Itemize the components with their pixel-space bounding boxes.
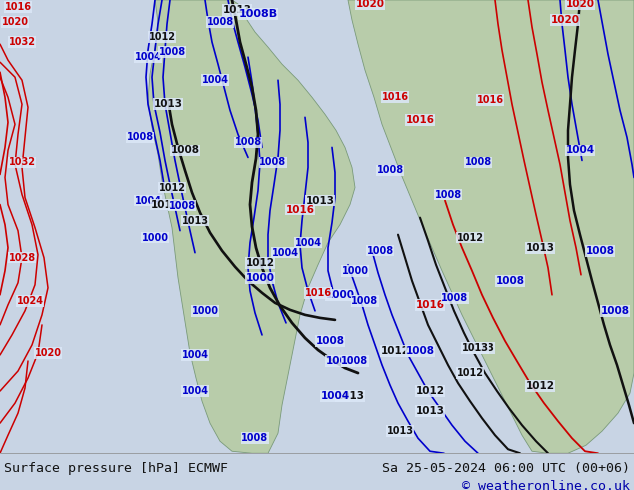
Text: 1000: 1000 bbox=[191, 306, 219, 316]
Text: 1016: 1016 bbox=[415, 300, 444, 310]
Text: 1012: 1012 bbox=[380, 346, 410, 356]
Text: 1016: 1016 bbox=[382, 92, 408, 102]
Text: 1020: 1020 bbox=[1, 17, 29, 27]
Text: 1013: 1013 bbox=[306, 196, 335, 205]
Text: 1012: 1012 bbox=[415, 386, 444, 396]
Text: 1008: 1008 bbox=[171, 146, 200, 155]
Text: 1008: 1008 bbox=[207, 17, 233, 27]
Text: 1008: 1008 bbox=[325, 356, 354, 366]
Text: 1016: 1016 bbox=[4, 2, 32, 12]
Text: 1008B: 1008B bbox=[238, 9, 278, 19]
Text: 1004: 1004 bbox=[134, 196, 162, 205]
Text: 1008: 1008 bbox=[465, 157, 491, 168]
Text: 1016: 1016 bbox=[477, 95, 503, 105]
Text: 1004: 1004 bbox=[134, 52, 162, 62]
Text: 1020: 1020 bbox=[34, 348, 61, 358]
Text: 1028: 1028 bbox=[8, 253, 36, 263]
Polygon shape bbox=[148, 0, 355, 453]
Text: 1004: 1004 bbox=[295, 238, 321, 247]
Text: 1012: 1012 bbox=[148, 32, 176, 42]
Text: 1008: 1008 bbox=[316, 336, 344, 346]
Text: 1008: 1008 bbox=[342, 356, 368, 366]
Text: 1032: 1032 bbox=[8, 37, 36, 47]
Text: 1012: 1012 bbox=[158, 182, 186, 193]
Text: 1008: 1008 bbox=[235, 137, 262, 147]
Text: 1004: 1004 bbox=[181, 386, 209, 396]
Text: 1013: 1013 bbox=[465, 343, 495, 353]
Text: 1012: 1012 bbox=[456, 233, 484, 243]
Text: 1012: 1012 bbox=[526, 381, 555, 391]
Text: 1020: 1020 bbox=[356, 0, 384, 9]
Text: 1008: 1008 bbox=[496, 276, 524, 286]
Text: 1013: 1013 bbox=[335, 391, 365, 401]
Text: 1008: 1008 bbox=[434, 190, 462, 199]
Text: 1008: 1008 bbox=[126, 132, 153, 143]
Text: 1013: 1013 bbox=[415, 406, 444, 416]
Text: 1013: 1013 bbox=[223, 5, 252, 15]
Text: © weatheronline.co.uk: © weatheronline.co.uk bbox=[462, 480, 630, 490]
Text: 1013: 1013 bbox=[387, 426, 413, 436]
Text: 1004: 1004 bbox=[566, 146, 595, 155]
Text: Sa 25-05-2024 06:00 UTC (00+06): Sa 25-05-2024 06:00 UTC (00+06) bbox=[382, 462, 630, 475]
Text: 1008: 1008 bbox=[351, 296, 378, 306]
Text: 1008: 1008 bbox=[377, 166, 404, 175]
Text: 1008: 1008 bbox=[441, 293, 469, 303]
Text: 1004: 1004 bbox=[271, 248, 299, 258]
Text: 1000: 1000 bbox=[342, 266, 368, 276]
Text: 1008: 1008 bbox=[242, 433, 269, 443]
Text: 1016: 1016 bbox=[406, 115, 434, 125]
Text: 1008: 1008 bbox=[586, 245, 614, 256]
Text: 1012: 1012 bbox=[150, 199, 179, 210]
Text: 1016: 1016 bbox=[304, 288, 332, 298]
Text: 1013: 1013 bbox=[181, 216, 209, 225]
Text: 1008: 1008 bbox=[259, 157, 287, 168]
Text: 1012: 1012 bbox=[456, 368, 484, 378]
Text: 1013: 1013 bbox=[462, 343, 489, 353]
Text: Surface pressure [hPa] ECMWF: Surface pressure [hPa] ECMWF bbox=[4, 462, 228, 475]
Text: 1020: 1020 bbox=[566, 0, 595, 9]
Text: 1004: 1004 bbox=[320, 391, 349, 401]
Text: 1024: 1024 bbox=[16, 296, 44, 306]
Text: 1008: 1008 bbox=[158, 47, 186, 57]
Polygon shape bbox=[348, 0, 634, 453]
Text: 1020: 1020 bbox=[550, 15, 579, 25]
Text: 1013: 1013 bbox=[153, 99, 183, 109]
Text: 1008: 1008 bbox=[406, 346, 434, 356]
Text: 1000: 1000 bbox=[141, 233, 169, 243]
Text: 1004: 1004 bbox=[202, 75, 228, 85]
Text: 1032: 1032 bbox=[8, 157, 36, 168]
Text: 1016: 1016 bbox=[285, 205, 314, 215]
Text: 1000: 1000 bbox=[325, 290, 354, 300]
Text: 1008: 1008 bbox=[366, 245, 394, 256]
Text: 1004: 1004 bbox=[181, 350, 209, 360]
Text: 1012: 1012 bbox=[245, 258, 275, 268]
Text: 1008: 1008 bbox=[169, 200, 195, 211]
Text: 1008: 1008 bbox=[600, 306, 630, 316]
Text: 1013: 1013 bbox=[526, 243, 555, 253]
Text: 1000: 1000 bbox=[245, 273, 275, 283]
